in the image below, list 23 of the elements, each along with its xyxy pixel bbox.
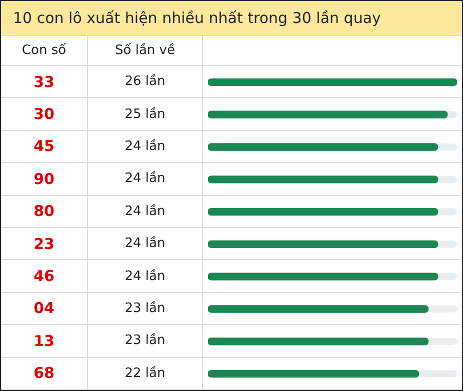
data-label: 24 lần bbox=[88, 228, 203, 260]
y-tick-label: 68 bbox=[1, 358, 88, 390]
data-label: 24 lần bbox=[88, 163, 203, 196]
y-tick-label: 13 bbox=[1, 325, 88, 358]
y-tick-label: 90 bbox=[1, 163, 88, 196]
data-label: 23 lần bbox=[88, 325, 203, 358]
y-axis-title: Con số bbox=[1, 36, 88, 66]
y-tick-label: 30 bbox=[1, 98, 88, 131]
y-tick-label: 80 bbox=[1, 196, 88, 228]
chart-title: 10 con lô xuất hiện nhiều nhất trong 30 lần quay bbox=[1, 1, 462, 36]
data-label: 25 lần bbox=[88, 98, 203, 131]
data-label: 24 lần bbox=[88, 260, 203, 293]
data-label: 23 lần bbox=[88, 292, 203, 326]
x-axis-title: Số lần về bbox=[88, 36, 203, 66]
y-tick-label: 45 bbox=[1, 130, 88, 164]
y-tick-label: 46 bbox=[1, 260, 88, 293]
data-label: 22 lần bbox=[88, 358, 203, 390]
data-label: 24 lần bbox=[88, 130, 203, 164]
data-label: 26 lần bbox=[88, 66, 203, 98]
y-tick-label: 04 bbox=[1, 292, 88, 326]
y-tick-label: 23 bbox=[1, 228, 88, 260]
y-tick-label: 33 bbox=[1, 66, 88, 98]
data-label: 24 lần bbox=[88, 196, 203, 228]
